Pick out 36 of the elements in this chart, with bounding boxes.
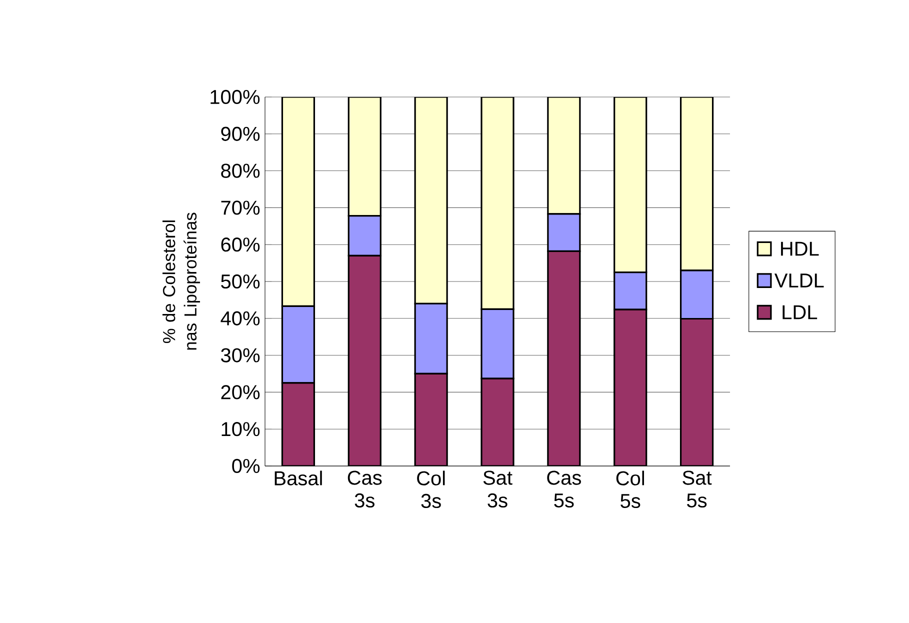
y-tick-label: 100% (210, 90, 260, 104)
bar (480, 96, 514, 310)
y-tick-label: 60% (221, 238, 260, 252)
x-tick-label: Sat 3s (483, 470, 512, 508)
bar (348, 96, 382, 217)
x-tick-label: Sat 5s (682, 470, 712, 508)
bar (680, 318, 714, 466)
y-tick-label: 40% (220, 311, 260, 326)
bar (281, 96, 316, 308)
y-axis-title: % de Colesterol nas Lipoproteínas (162, 212, 200, 350)
bar (414, 372, 448, 466)
legend-label: HDL (781, 242, 819, 256)
y-tick-label: 10% (222, 422, 260, 436)
bar (281, 382, 316, 466)
x-tick-label: Cas 3s (348, 470, 382, 508)
x-tick-label: Cas 5s (547, 470, 581, 508)
y-tick-label: 70% (221, 200, 260, 215)
bar (414, 96, 448, 304)
y-tick-label: 90% (221, 126, 260, 141)
legend-label: VLDL (774, 274, 824, 288)
y-tick-label: 0% (232, 458, 260, 474)
y-tick-label: 80% (221, 164, 260, 178)
bar (547, 96, 581, 215)
legend-label: LDL (782, 305, 818, 320)
bar (480, 378, 514, 466)
y-tick-label: 20% (221, 385, 260, 400)
bar (614, 308, 648, 466)
y-tick-label: 30% (221, 348, 260, 362)
y-tick-label: 50% (221, 274, 260, 289)
x-tick-label: Col 3s (417, 470, 445, 508)
x-tick-label: Col 5s (616, 470, 644, 508)
bar (614, 96, 648, 274)
bar (547, 250, 581, 466)
bar (680, 96, 714, 272)
x-tick-label: Basal (274, 470, 322, 486)
bar (348, 254, 382, 466)
